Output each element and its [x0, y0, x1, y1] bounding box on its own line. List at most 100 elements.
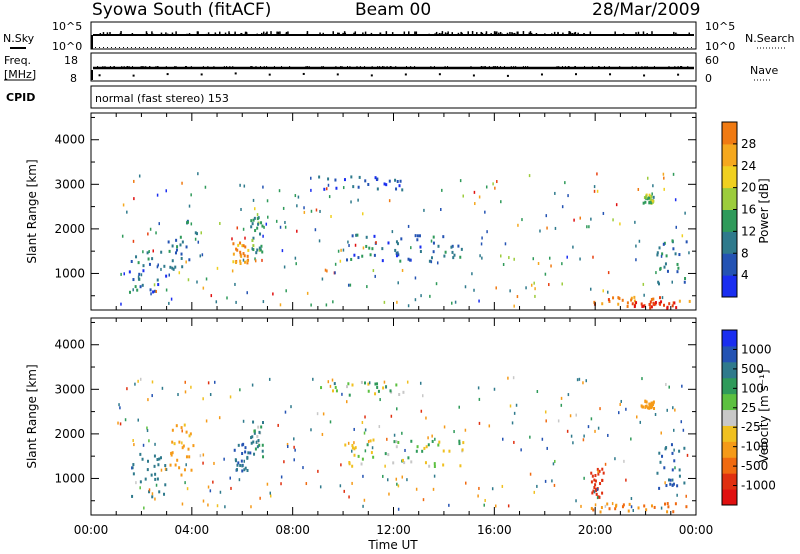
radar-cell	[660, 431, 662, 435]
radar-cell	[630, 497, 633, 501]
radar-cell	[676, 262, 679, 266]
radar-cell	[512, 376, 515, 380]
nsearch-dot	[199, 47, 200, 48]
radar-cell	[592, 508, 595, 512]
radar-cell	[674, 198, 677, 202]
radar-cell	[365, 235, 368, 239]
radar-cell	[329, 384, 332, 388]
freq-marks	[91, 66, 694, 80]
radar-cell	[395, 445, 398, 449]
radar-cell	[396, 242, 399, 246]
radar-cell	[641, 405, 644, 409]
radar-cell	[348, 393, 351, 397]
radar-cell	[500, 254, 502, 258]
radar-cell	[361, 420, 364, 424]
radar-cell	[351, 481, 353, 485]
radar-cell	[295, 262, 297, 266]
radar-cell	[396, 407, 398, 411]
radar-cell	[642, 282, 645, 286]
radar-cell	[239, 250, 242, 254]
radar-cell	[641, 304, 644, 308]
nsearch-dot	[603, 47, 604, 48]
radar-cell	[184, 380, 186, 384]
radar-cell	[653, 406, 656, 410]
radar-cell	[390, 414, 393, 418]
radar-cell	[382, 474, 384, 478]
radar-cell	[644, 400, 647, 404]
radar-cell	[663, 241, 666, 245]
radar-cell	[432, 487, 435, 491]
y-tick-label: 2000	[54, 427, 85, 441]
radar-cell	[495, 504, 497, 508]
radar-cell	[484, 210, 486, 214]
radar-cell	[393, 433, 396, 437]
radar-cell	[395, 254, 398, 258]
nsearch-dot	[635, 47, 636, 48]
radar-cell	[188, 258, 191, 262]
radar-cell	[422, 394, 424, 398]
radar-cell	[280, 475, 283, 479]
radar-cell	[266, 482, 269, 486]
radar-cell	[649, 300, 652, 304]
radar-cell	[200, 231, 202, 235]
radar-cell	[685, 494, 687, 498]
radar-cell	[625, 407, 627, 411]
radar-cell	[494, 186, 496, 190]
radar-cell	[395, 440, 398, 444]
radar-cell	[666, 408, 668, 412]
radar-cell	[397, 281, 399, 285]
radar-cell	[174, 463, 177, 467]
nsearch-dot	[107, 47, 108, 48]
radar-cell	[331, 378, 334, 382]
radar-cell	[419, 381, 422, 385]
radar-cell	[443, 425, 446, 429]
colorbar-swatch	[722, 441, 737, 458]
radar-cell	[238, 478, 241, 482]
radar-cell	[258, 430, 261, 434]
radar-cell	[667, 505, 670, 509]
radar-cell	[450, 245, 453, 249]
radar-cell	[661, 296, 664, 300]
radar-cell	[134, 382, 136, 386]
radar-cell	[425, 445, 428, 449]
power-colorbar: 4 8 12 16 20 24 28	[721, 121, 756, 298]
radar-cell	[132, 463, 135, 467]
radar-cell	[655, 271, 657, 275]
radar-cell	[440, 208, 442, 212]
radar-cell	[457, 244, 460, 248]
radar-cell	[678, 253, 681, 257]
radar-cell	[617, 411, 620, 415]
radar-cell	[677, 266, 680, 270]
radar-cell	[138, 272, 141, 276]
nsearch-dot	[651, 47, 652, 48]
radar-cell	[592, 489, 595, 493]
radar-cell	[135, 255, 138, 259]
radar-cell	[156, 265, 159, 269]
nsearch-dot	[415, 47, 416, 48]
radar-cell	[369, 439, 372, 443]
radar-cell	[239, 183, 241, 187]
radar-cell	[374, 392, 377, 396]
radar-cell	[259, 232, 262, 236]
radar-cell	[362, 504, 364, 508]
radar-cell	[224, 505, 226, 509]
radar-cell	[646, 406, 649, 410]
radar-cell	[495, 286, 497, 290]
radar-cell	[672, 406, 674, 410]
radar-cell	[534, 294, 536, 298]
radar-cell	[453, 253, 456, 257]
radar-cell	[340, 463, 342, 467]
radar-cell	[348, 244, 350, 248]
radar-cell	[321, 432, 324, 436]
colorbar-swatch	[722, 393, 737, 411]
radar-cell	[376, 177, 379, 181]
radar-cell	[669, 478, 672, 482]
radar-cell	[133, 197, 135, 201]
radar-cell	[437, 244, 440, 248]
radar-cell	[262, 300, 265, 304]
radar-cell	[252, 218, 255, 222]
radar-cell	[630, 505, 633, 509]
radar-cell	[637, 506, 640, 510]
nsearch-dot	[255, 47, 256, 48]
radar-cell	[244, 236, 246, 240]
